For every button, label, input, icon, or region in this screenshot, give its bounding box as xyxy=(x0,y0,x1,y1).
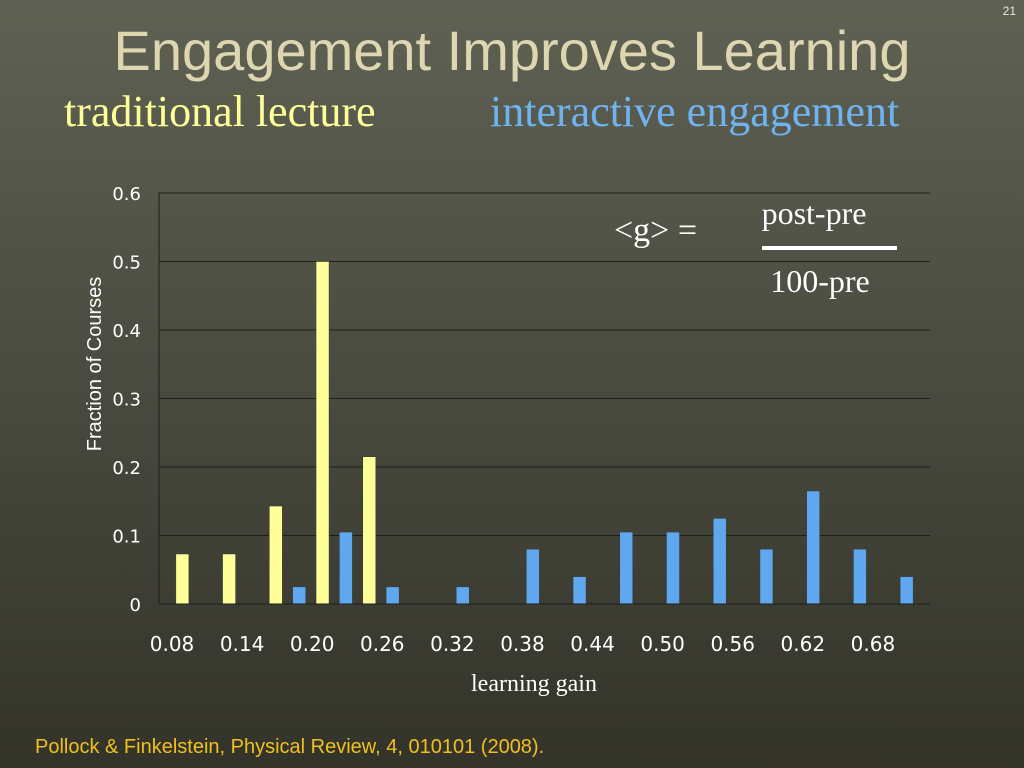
bar-interactive-engagement xyxy=(853,548,867,605)
bar-traditional-lecture xyxy=(175,553,190,605)
chart-axes xyxy=(158,193,930,605)
x-tick-label: 0.62 xyxy=(781,632,826,656)
bar-interactive-engagement xyxy=(666,531,680,605)
formula-numerator: post-pre xyxy=(762,195,867,231)
x-tick-label: 0.08 xyxy=(150,632,195,656)
bar-interactive-engagement xyxy=(455,586,470,605)
y-tick-label: 0.2 xyxy=(112,458,141,479)
y-tick-label: 0.5 xyxy=(112,253,141,274)
bar-interactive-engagement xyxy=(806,490,820,605)
bar-interactive-engagement xyxy=(526,548,540,605)
x-tick-label: 0.32 xyxy=(430,632,475,656)
bar-interactive-engagement xyxy=(759,548,774,605)
slide-number: 21 xyxy=(1002,4,1016,18)
bar-traditional-lecture xyxy=(362,456,377,605)
chart-tick-labels: 0 0.1 0.2 0.3 0.4 0.5 0.6 0.08 0.14 0.20 0.26 0.32 0… xyxy=(112,184,895,656)
bar-traditional-lecture xyxy=(315,261,330,605)
citation: Pollock & Finkelstein, Physical Review, … xyxy=(35,736,545,758)
chart-bars xyxy=(175,261,914,605)
bar-traditional-lecture xyxy=(222,553,236,605)
bar-interactive-engagement xyxy=(339,531,353,605)
y-tick-label: 0.3 xyxy=(112,390,141,411)
formula-denominator: 100-pre xyxy=(770,263,870,299)
x-tick-label: 0.44 xyxy=(570,632,615,656)
bar-interactive-engagement xyxy=(572,576,587,605)
bar-interactive-engagement xyxy=(619,531,634,605)
y-tick-label: 0.6 xyxy=(112,184,141,205)
y-tick-label: 0.4 xyxy=(112,321,141,342)
subtitle-interactive-engagement: interactive engagement xyxy=(490,87,900,136)
bar-interactive-engagement xyxy=(712,518,727,605)
x-tick-label: 0.20 xyxy=(290,632,335,656)
x-tick-label: 0.68 xyxy=(851,632,896,656)
bar-traditional-lecture xyxy=(269,505,283,605)
subtitle-traditional-lecture: traditional lecture xyxy=(64,87,376,136)
y-tick-label: 0 xyxy=(130,595,141,616)
y-axis-label: Fraction of Courses xyxy=(84,277,106,452)
x-axis-label: learning gain xyxy=(471,671,597,697)
gain-formula: <g> = post-pre 100-pre xyxy=(614,195,897,299)
slide-title: Engagement Improves Learning xyxy=(113,19,911,82)
bar-interactive-engagement xyxy=(899,576,914,605)
x-tick-label: 0.26 xyxy=(360,632,405,656)
x-tick-label: 0.56 xyxy=(710,632,755,656)
formula-lhs: <g> = xyxy=(614,212,697,249)
x-tick-label: 0.38 xyxy=(500,632,545,656)
x-tick-label: 0.14 xyxy=(220,632,265,656)
y-tick-label: 0.1 xyxy=(112,527,141,548)
bar-interactive-engagement xyxy=(292,586,306,605)
bar-interactive-engagement xyxy=(385,586,400,605)
x-tick-label: 0.50 xyxy=(640,632,685,656)
chart-gridlines xyxy=(159,192,930,536)
